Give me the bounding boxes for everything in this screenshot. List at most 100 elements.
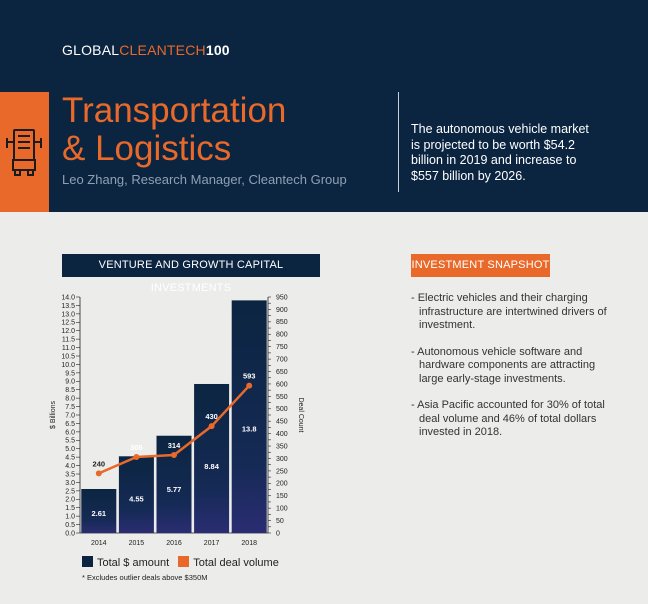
brand-part-cleantech: CLEANTECH — [119, 42, 206, 58]
x-tick-label: 2015 — [129, 540, 145, 547]
left-tick-label: 0.5 — [65, 522, 75, 529]
left-tick-label: 13.5 — [61, 303, 75, 310]
left-tick-label: 8.5 — [65, 387, 75, 394]
left-tick-label: 2.5 — [65, 488, 75, 495]
right-tick-label: 700 — [276, 357, 288, 364]
bar-value-label: 4.55 — [129, 494, 144, 503]
snapshot-item: - Electric vehicles and their charging i… — [411, 292, 607, 331]
right-tick-label: 950 — [276, 294, 288, 301]
bar-value-label: 2.61 — [91, 509, 106, 518]
left-tick-label: 11.0 — [62, 345, 75, 352]
right-tick-label: 300 — [276, 456, 288, 463]
x-tick-label: 2014 — [91, 540, 107, 547]
right-tick-label: 400 — [276, 431, 288, 438]
line-value-label: 430 — [205, 412, 218, 421]
left-tick-label: 10.0 — [61, 362, 75, 369]
snapshot-section-title: INVESTMENT SNAPSHOT — [411, 254, 550, 277]
right-tick-label: 900 — [276, 307, 288, 314]
snapshot-list: - Electric vehicles and their charging i… — [411, 292, 611, 453]
title-line-1: Transportation — [62, 91, 287, 130]
left-tick-label: 14.0 — [61, 294, 75, 301]
right-tick-label: 100 — [276, 506, 288, 513]
legend-label-volume: Total deal volume — [193, 557, 279, 569]
left-tick-label: 7.0 — [65, 412, 75, 419]
investment-chart: 0.00.51.01.52.02.53.03.54.04.55.05.56.06… — [50, 294, 304, 547]
left-tick-label: 3.5 — [65, 471, 75, 478]
left-tick-label: 1.5 — [65, 505, 75, 512]
x-tick-label: 2016 — [166, 540, 182, 547]
right-tick-label: 450 — [276, 419, 288, 426]
left-tick-label: 2.0 — [65, 497, 75, 504]
left-tick-label: 10.5 — [61, 353, 75, 360]
y-axis-label: $ Billions — [50, 400, 57, 429]
bar-value-label: 5.77 — [167, 485, 182, 494]
right-tick-label: 750 — [276, 344, 288, 351]
header-divider — [398, 92, 399, 192]
left-tick-label: 8.0 — [65, 396, 75, 403]
bar-total-amount — [231, 300, 267, 533]
brand-part-100: 100 — [205, 42, 230, 58]
author-byline: Leo Zhang, Research Manager, Cleantech G… — [62, 172, 347, 187]
right-tick-label: 800 — [276, 332, 288, 339]
chart-footnote: * Excludes outlier deals above $350M — [82, 573, 208, 582]
bar-total-amount — [156, 435, 192, 533]
left-tick-label: 1.0 — [65, 514, 75, 521]
line-value-label: 593 — [243, 372, 256, 381]
left-tick-label: 0.0 — [65, 530, 75, 537]
snapshot-item: - Autonomous vehicle software and hardwa… — [411, 345, 596, 385]
right-tick-label: 50 — [276, 518, 284, 525]
line-value-label: 314 — [168, 441, 181, 450]
chart-legend: Total $ amount Total deal volume — [82, 556, 285, 569]
bar-total-amount — [81, 489, 117, 533]
left-tick-label: 9.0 — [65, 379, 75, 386]
left-tick-label: 13.0 — [61, 311, 75, 318]
line-value-label: 240 — [93, 459, 106, 468]
line-value-label: 306 — [130, 443, 143, 452]
left-tick-label: 6.5 — [65, 421, 75, 428]
y2-axis-label: Deal Count — [297, 397, 304, 432]
line-point — [133, 453, 140, 460]
right-tick-label: 0 — [276, 530, 280, 537]
bar-value-label: 13.8 — [242, 424, 257, 433]
category-icon-box — [0, 92, 49, 212]
right-tick-label: 550 — [276, 394, 288, 401]
snapshot-item: - Asia Pacific accounted for 30% of tota… — [411, 399, 605, 438]
right-tick-label: 600 — [276, 381, 288, 388]
bar-value-label: 8.84 — [204, 462, 219, 471]
legend-item-volume: Total deal volume — [178, 556, 279, 569]
left-tick-label: 5.0 — [65, 446, 75, 453]
right-tick-label: 500 — [276, 406, 288, 413]
right-tick-label: 850 — [276, 319, 288, 326]
legend-label-amount: Total $ amount — [97, 557, 170, 569]
left-tick-label: 12.5 — [61, 320, 75, 327]
legend-item-amount: Total $ amount — [82, 556, 169, 569]
right-tick-label: 200 — [276, 481, 288, 488]
line-point — [246, 382, 253, 389]
right-tick-label: 650 — [276, 369, 288, 376]
header-banner: GLOBALCLEANTECH100 Transportation & Logi… — [0, 0, 648, 212]
line-point — [95, 470, 102, 477]
line-point — [208, 423, 215, 430]
left-tick-label: 3.0 — [65, 480, 75, 487]
left-tick-label: 12.0 — [61, 328, 75, 335]
legend-swatch-volume — [178, 556, 190, 567]
right-tick-label: 150 — [276, 493, 288, 500]
left-tick-label: 6.0 — [65, 429, 75, 436]
line-point — [171, 451, 177, 458]
bar-total-amount — [194, 383, 230, 533]
legend-swatch-amount — [82, 556, 93, 567]
brand-part-global: GLOBAL — [62, 42, 120, 58]
truck-icon — [6, 129, 42, 176]
bar-total-amount — [118, 456, 154, 533]
left-tick-label: 9.5 — [65, 370, 75, 377]
chart-section-title: VENTURE AND GROWTH CAPITAL INVESTMENTS — [62, 254, 320, 294]
page-title: Transportation & Logistics — [62, 92, 286, 168]
brand-logo: GLOBALCLEANTECH100 — [62, 42, 230, 58]
right-tick-label: 250 — [276, 468, 288, 475]
intro-statement: The autonomous vehicle market is project… — [411, 122, 589, 183]
left-tick-label: 4.0 — [65, 463, 75, 470]
left-tick-label: 5.5 — [65, 438, 75, 445]
right-tick-label: 350 — [276, 443, 288, 450]
left-tick-label: 4.5 — [65, 455, 75, 462]
left-tick-label: 7.5 — [65, 404, 75, 411]
